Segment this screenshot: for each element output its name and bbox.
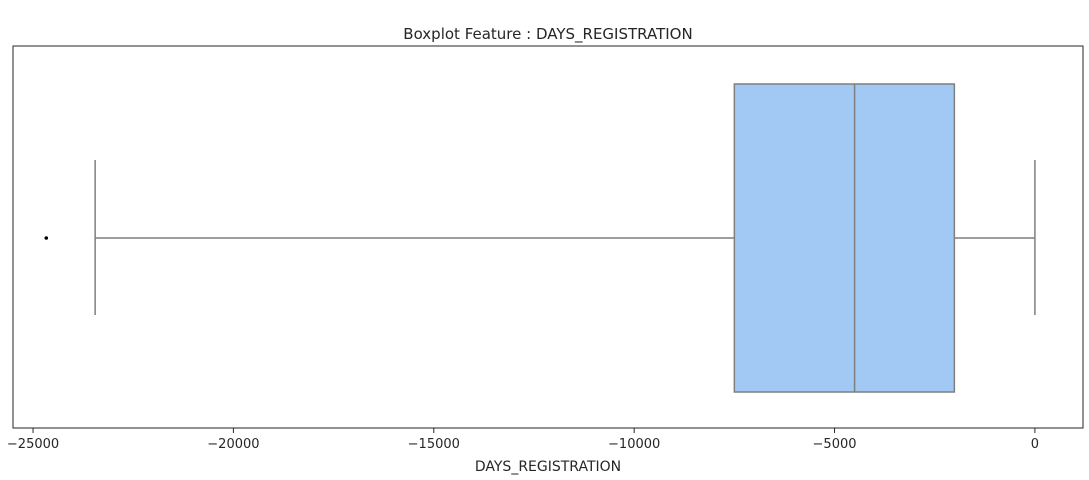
x-tick-label: −20000 [207, 437, 259, 452]
x-tick-label: 0 [1031, 437, 1039, 452]
x-tick-label: −10000 [608, 437, 660, 452]
x-tick-label: −25000 [7, 437, 59, 452]
outliers-group [44, 236, 49, 240]
x-tick-label: −15000 [408, 437, 460, 452]
interquartile-box [733, 83, 956, 393]
plot-area-frame [12, 45, 1084, 429]
x-axis-label: DAYS_REGISTRATION [475, 459, 621, 475]
x-axis-ticks: −25000 −20000 −15000 −10000 −5000 0 [7, 428, 1039, 452]
x-tick-label: −5000 [813, 437, 857, 452]
outlier-point [44, 236, 49, 240]
chart-title: Boxplot Feature : DAYS_REGISTRATION [403, 25, 692, 44]
